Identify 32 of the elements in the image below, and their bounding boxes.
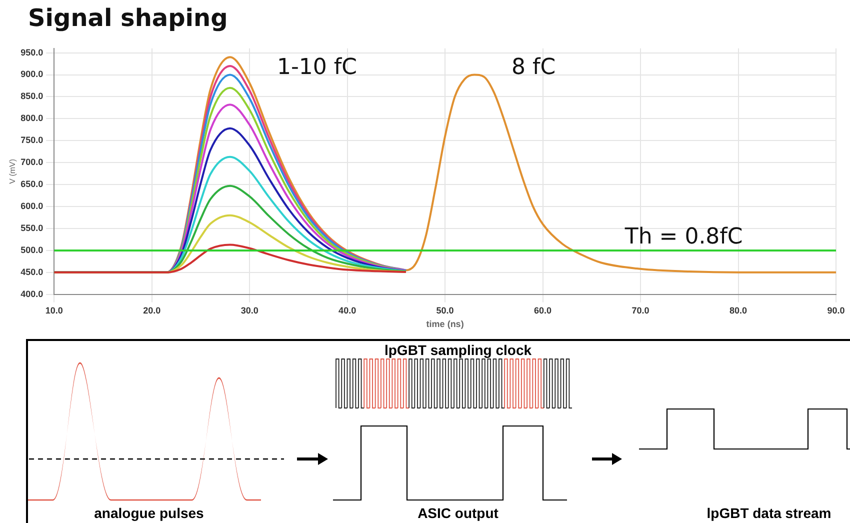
y-tick-label: 800.0 <box>20 113 44 124</box>
y-tick-label: 600.0 <box>20 201 44 212</box>
y-tick-label: 450.0 <box>20 266 44 277</box>
y-tick-label: 650.0 <box>20 179 44 190</box>
annotation: 1-10 fC <box>276 54 357 80</box>
x-tick-label: 70.0 <box>632 305 650 316</box>
y-tick-label: 850.0 <box>20 91 44 102</box>
annotation: 8 fC <box>512 54 556 80</box>
y-axis-title: V (mV) <box>8 158 18 184</box>
y-tick-label: 900.0 <box>20 69 44 80</box>
x-tick-label: 20.0 <box>143 305 161 316</box>
x-tick-label: 90.0 <box>827 305 845 316</box>
chart-title: Signal shaping <box>28 4 228 32</box>
y-tick-label: 400.0 <box>20 288 44 299</box>
x-tick-label: 10.0 <box>45 305 63 316</box>
text: ASIC output <box>418 505 499 521</box>
y-tick-label: 950.0 <box>20 47 44 58</box>
y-tick-label: 700.0 <box>20 157 44 168</box>
y-tick-label: 500.0 <box>20 244 44 255</box>
annotation: Th = 0.8fC <box>624 224 743 250</box>
text: analogue pulses <box>94 505 204 521</box>
x-tick-label: 80.0 <box>730 305 748 316</box>
x-tick-label: 30.0 <box>240 305 258 316</box>
text: lpGBT data stream <box>706 505 832 521</box>
line-series <box>54 244 407 274</box>
y-tick-label: 750.0 <box>20 135 44 146</box>
x-tick-label: 40.0 <box>338 305 356 316</box>
y-tick-label: 550.0 <box>20 222 44 233</box>
x-tick-label: 50.0 <box>436 305 454 316</box>
x-axis-title: time (ns) <box>426 319 464 330</box>
x-tick-label: 60.0 <box>534 305 552 316</box>
text: lpGBT sampling clock <box>384 342 532 358</box>
